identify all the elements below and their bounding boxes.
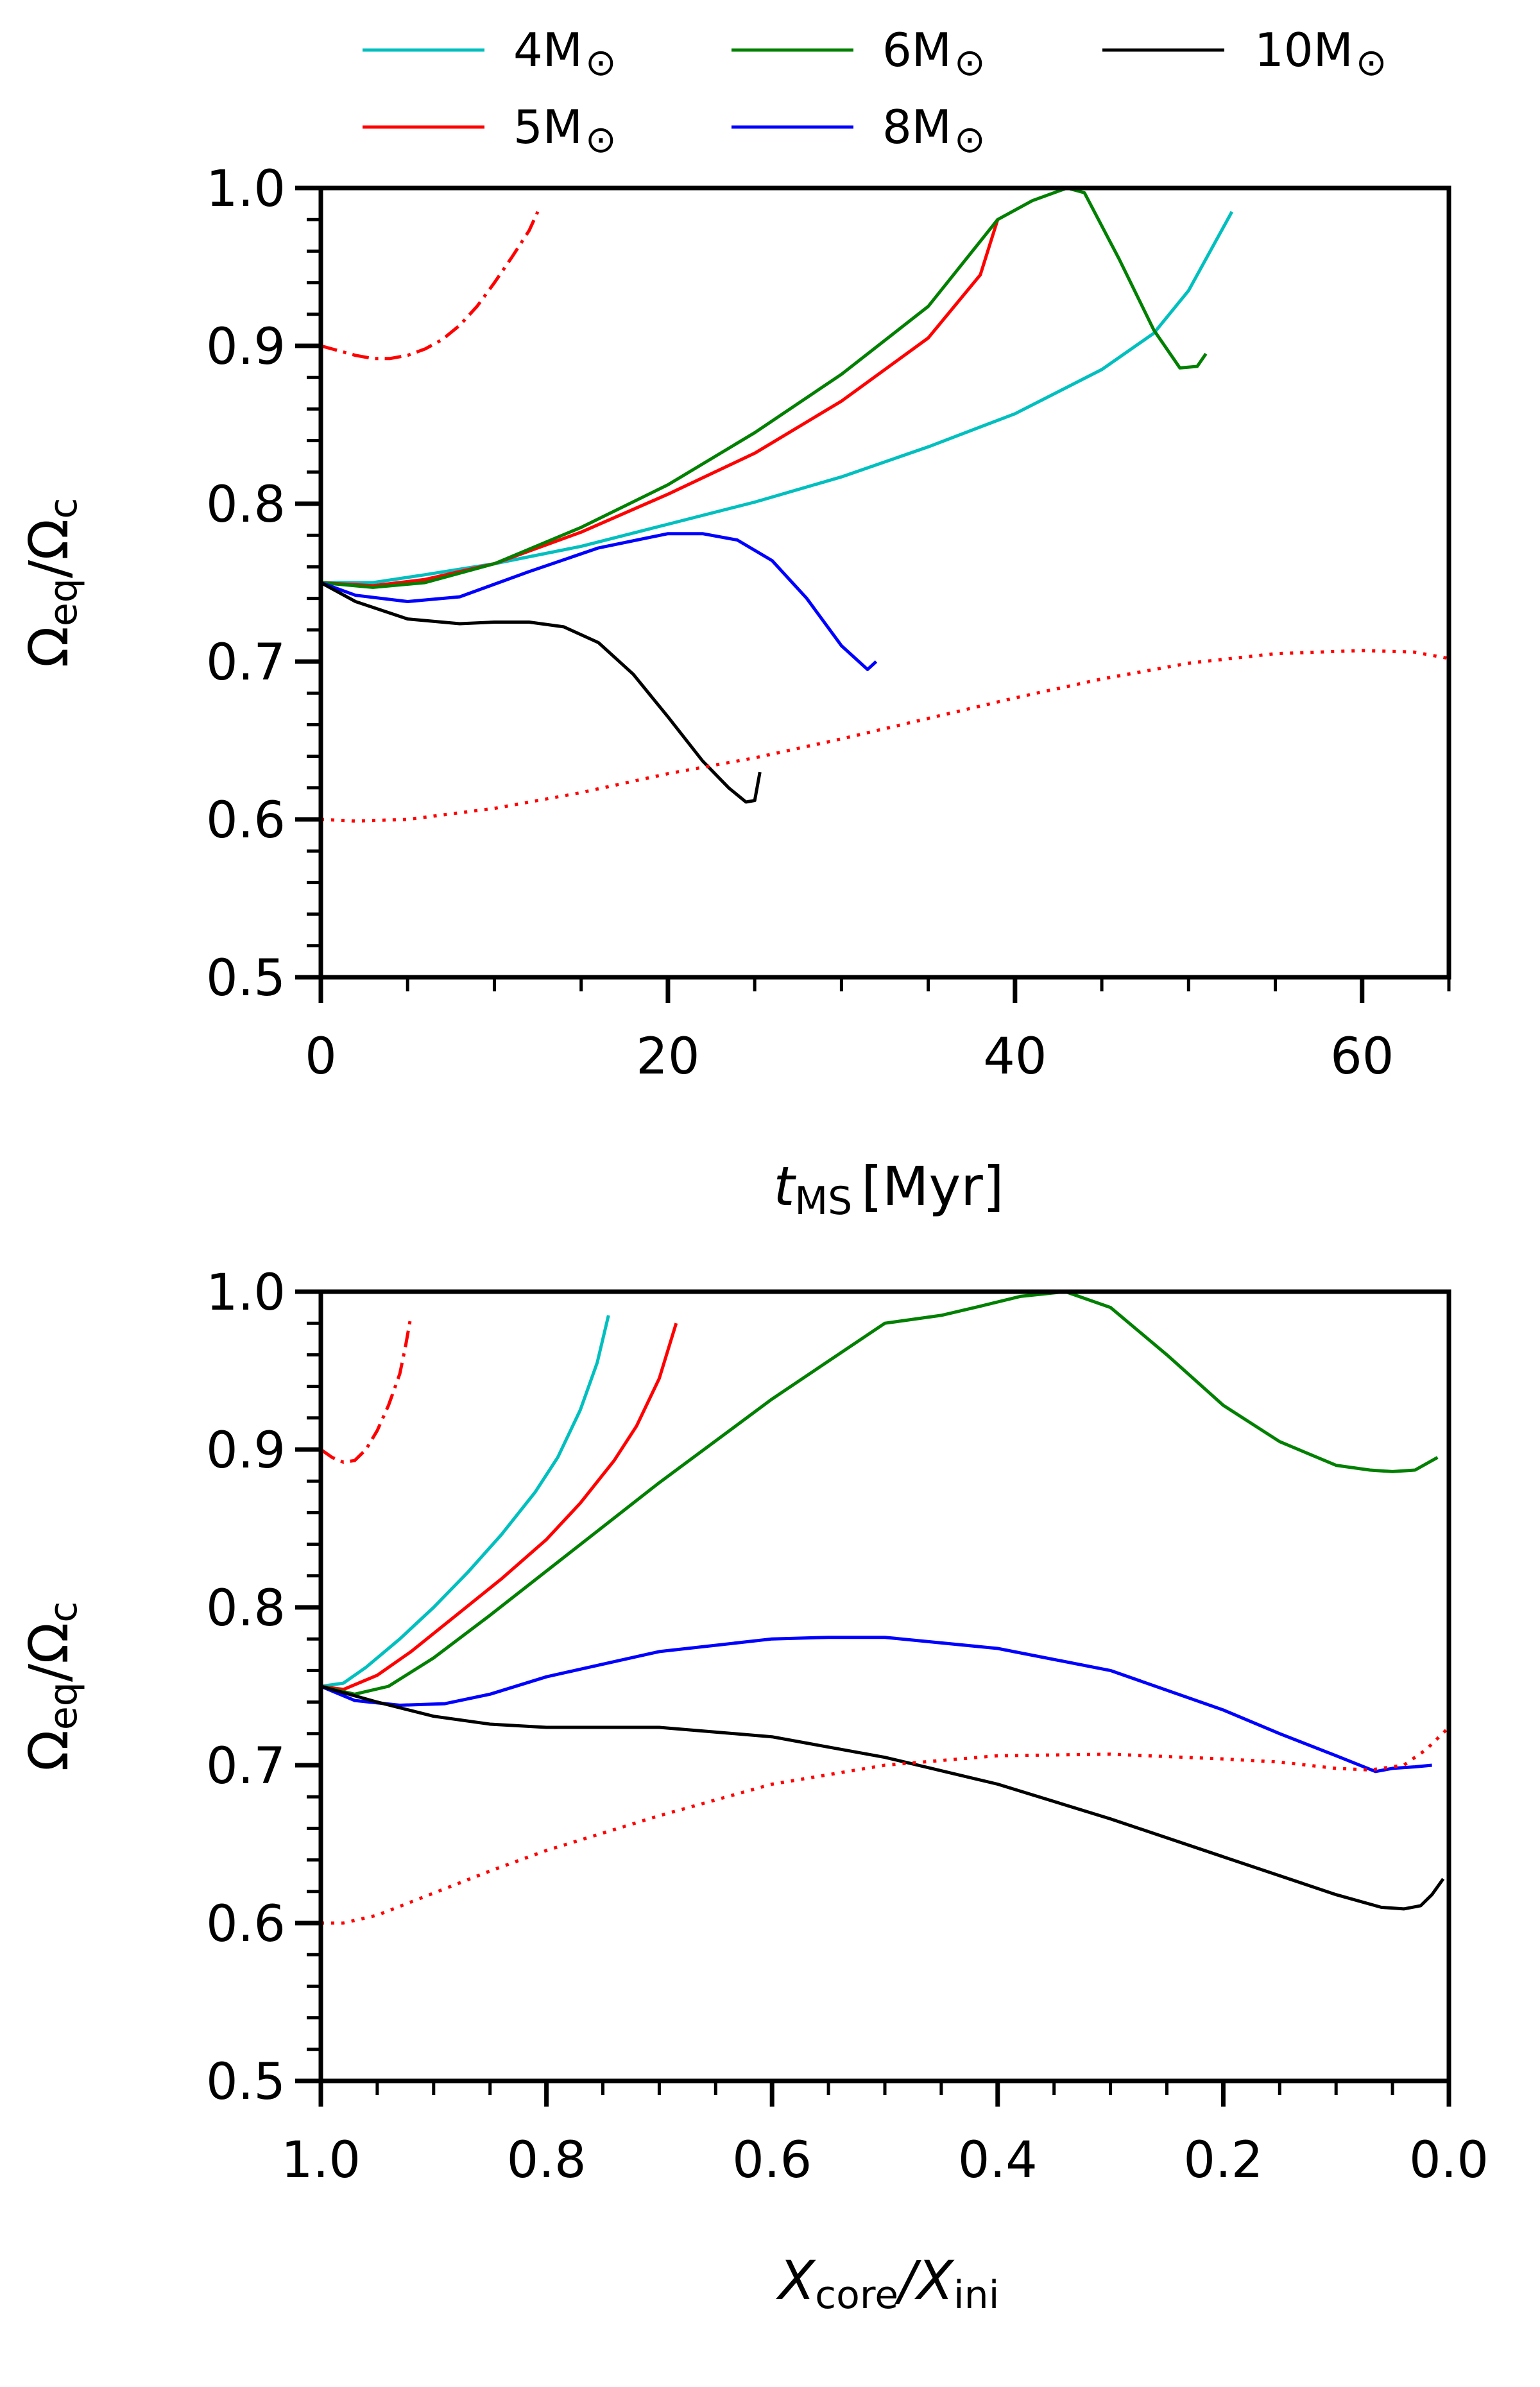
- y-tick-label: 1.0: [206, 1264, 286, 1322]
- bottom-panel-series: [320, 1290, 1450, 1925]
- series-line-m10: [320, 581, 762, 804]
- series-line-m5: [320, 219, 1000, 588]
- y-tick-label: 1.0: [206, 160, 286, 218]
- series-line-m5: [320, 1322, 678, 1691]
- top-panel-x-axis-label: tMS [Myr]: [773, 1155, 1004, 1224]
- legend-label-8m: 8M⊙: [882, 100, 986, 161]
- legend: 4M⊙ 5M⊙ 6M⊙ 8M⊙ 10M⊙: [363, 23, 1387, 161]
- top-panel-frame: [318, 185, 1451, 980]
- series-line-m5-dashdot: [320, 210, 540, 361]
- x-tick-label: 0.4: [958, 2132, 1038, 2189]
- top-panel-time: 0 20 40 60 0.5 0.6 0.7 0.8 0.9 1.0 tMS [Myr] Ωeq/Ω…: [17, 160, 1451, 1224]
- series-line-m5-dotted: [320, 649, 1450, 823]
- bottom-panel-xcore: 1.0 0.8 0.6 0.4 0.2 0.0 0.5 0.6 0.7 0.8 0.9 1.0 Xco…: [17, 1264, 1489, 2318]
- series-line-m4: [321, 210, 1234, 585]
- series-line-m4: [320, 1315, 610, 1688]
- legend-entry-6m: 6M⊙: [732, 23, 986, 84]
- top-panel-ticks: [295, 185, 1451, 1003]
- y-tick-label: 0.8: [206, 476, 286, 534]
- legend-label-10m: 10M⊙: [1254, 23, 1387, 84]
- legend-label-6m: 6M⊙: [882, 23, 986, 84]
- y-tick-label: 0.6: [206, 792, 286, 850]
- bottom-panel-tick-labels: 1.0 0.8 0.6 0.4 0.2 0.0 0.5 0.6 0.7 0.8 0.9 1.0: [206, 1264, 1489, 2189]
- legend-label-5m: 5M⊙: [513, 100, 617, 161]
- top-panel-y-axis-label: Ωeq/Ωc: [17, 498, 86, 668]
- y-tick-label: 0.5: [206, 950, 286, 1007]
- series-line-m8: [320, 532, 878, 671]
- series-line-m10: [320, 1684, 1445, 1911]
- y-tick-label: 0.7: [206, 634, 286, 692]
- x-tick-label: 20: [636, 1028, 699, 1086]
- bottom-panel-x-axis-label: Xcore/Xini: [776, 2249, 1000, 2318]
- bottom-panel-y-axis-label: Ωeq/Ωc: [17, 1602, 86, 1772]
- y-tick-label: 0.7: [206, 1738, 286, 1795]
- x-tick-label: 60: [1330, 1028, 1394, 1086]
- y-tick-label: 0.6: [206, 1895, 286, 1953]
- x-tick-label: 0.8: [507, 2132, 586, 2189]
- bottom-panel-ticks: [295, 1289, 1451, 2107]
- x-tick-label: 0.6: [732, 2132, 812, 2189]
- series-line-m5-dashdot: [320, 1315, 413, 1464]
- y-tick-label: 0.9: [206, 1422, 286, 1480]
- top-panel-tick-labels: 0 20 40 60 0.5 0.6 0.7 0.8 0.9 1.0: [206, 160, 1394, 1086]
- series-line-m6: [320, 186, 1208, 589]
- x-tick-label: 40: [983, 1028, 1047, 1086]
- legend-label-4m: 4M⊙: [513, 23, 617, 84]
- x-tick-label: 1.0: [281, 2132, 361, 2189]
- top-panel-series: [320, 186, 1450, 823]
- series-line-m5-dotted: [321, 1726, 1450, 1925]
- series-line-m6: [320, 1290, 1439, 1696]
- series-line-m8: [320, 1636, 1432, 1774]
- legend-entry-5m: 5M⊙: [363, 100, 617, 161]
- x-tick-label: 0.2: [1183, 2132, 1263, 2189]
- bottom-panel-frame: [318, 1289, 1451, 2083]
- legend-entry-4m: 4M⊙: [363, 23, 617, 84]
- legend-entry-10m: 10M⊙: [1102, 23, 1387, 84]
- legend-entry-8m: 8M⊙: [732, 100, 986, 161]
- y-tick-label: 0.8: [206, 1580, 286, 1638]
- x-tick-label: 0.0: [1409, 2132, 1489, 2189]
- y-tick-label: 0.5: [206, 2053, 286, 2111]
- x-tick-label: 0: [305, 1028, 337, 1086]
- y-tick-label: 0.9: [206, 318, 286, 376]
